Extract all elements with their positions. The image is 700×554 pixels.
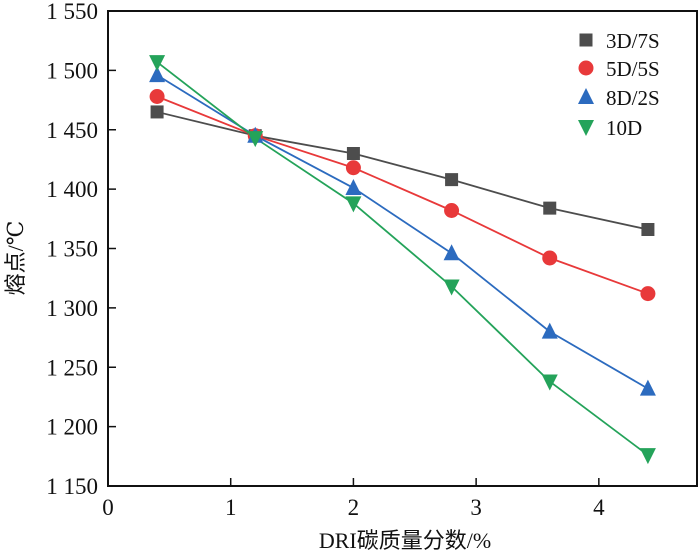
legend-label: 8D/2S xyxy=(606,86,660,110)
y-tick-label: 1 550 xyxy=(46,0,98,24)
data-point-10d xyxy=(443,279,460,296)
series-line-3d-7s xyxy=(156,111,649,231)
x-tick-label: 1 xyxy=(225,495,237,520)
x-tick-label: 3 xyxy=(470,495,482,520)
y-tick-label: 1 500 xyxy=(46,58,98,83)
series-lines xyxy=(156,61,649,456)
data-point-3d-7s xyxy=(445,173,459,187)
data-point-10d xyxy=(149,55,166,72)
legend-label: 10D xyxy=(606,116,642,140)
data-point-3d-7s xyxy=(346,147,360,160)
x-axis-title: DRI碳质量分数/% xyxy=(319,528,491,553)
y-tick-label: 1 200 xyxy=(46,415,98,440)
legend-marker-5d-5s xyxy=(578,60,594,76)
y-axis-ticks: 1 150 1 200 1 250 1 300 1 350 1 400 1 450 1 500… xyxy=(46,0,116,499)
x-tick-label: 0 xyxy=(102,495,114,520)
data-point-8d-2s xyxy=(149,66,166,83)
data-point-8d-2s xyxy=(541,322,558,339)
legend-marker-3d-7s xyxy=(579,33,593,47)
legend-marker-8d-2s xyxy=(578,88,594,104)
y-tick-label: 1 250 xyxy=(46,355,98,380)
data-point-8d-2s xyxy=(443,244,460,261)
y-tick-label: 1 300 xyxy=(46,296,98,321)
series-markers xyxy=(149,55,656,465)
series-line-5d-5s xyxy=(156,95,649,295)
x-tick-label: 2 xyxy=(348,495,360,520)
data-point-10d xyxy=(639,448,656,465)
data-point-10d xyxy=(247,131,264,148)
x-axis-ticks: 0 1 2 3 4 xyxy=(102,478,605,520)
plot-frame xyxy=(107,10,698,487)
series-line-10d xyxy=(156,61,649,456)
legend: 3D/7S 5D/5S 8D/2S 10D xyxy=(578,29,660,140)
y-tick-label: 1 400 xyxy=(46,177,98,202)
legend-label: 3D/7S xyxy=(606,29,660,53)
data-point-3d-7s xyxy=(150,105,164,119)
data-point-3d-7s xyxy=(641,223,655,236)
legend-label: 5D/5S xyxy=(606,57,660,81)
series-line-8d-2s xyxy=(156,74,649,390)
y-tick-label: 1 150 xyxy=(46,474,98,499)
data-point-10d xyxy=(345,196,362,213)
data-point-5d-5s xyxy=(149,89,165,104)
data-point-5d-5s xyxy=(542,250,558,266)
data-point-10d xyxy=(541,374,558,391)
y-axis-title: 熔点/℃ xyxy=(3,221,28,296)
x-tick-label: 4 xyxy=(593,495,605,520)
data-point-5d-5s xyxy=(345,160,361,176)
data-point-3d-7s xyxy=(543,201,557,215)
y-tick-label: 1 350 xyxy=(46,237,98,262)
data-point-8d-2s xyxy=(639,379,656,396)
legend-marker-10d xyxy=(578,120,594,136)
data-point-5d-5s xyxy=(444,203,460,218)
data-point-8d-2s xyxy=(345,178,362,195)
data-point-5d-5s xyxy=(640,286,656,302)
y-tick-label: 1 450 xyxy=(46,118,98,143)
